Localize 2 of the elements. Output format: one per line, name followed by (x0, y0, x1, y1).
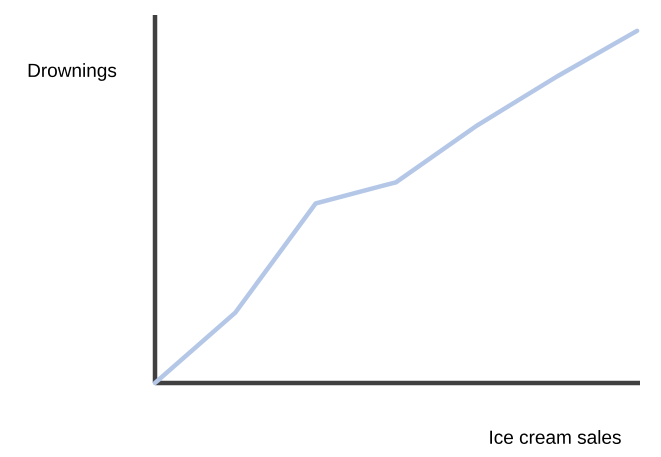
x-axis-title: Ice cream sales (490, 430, 621, 444)
y-axis-title: Drownings (28, 63, 116, 81)
